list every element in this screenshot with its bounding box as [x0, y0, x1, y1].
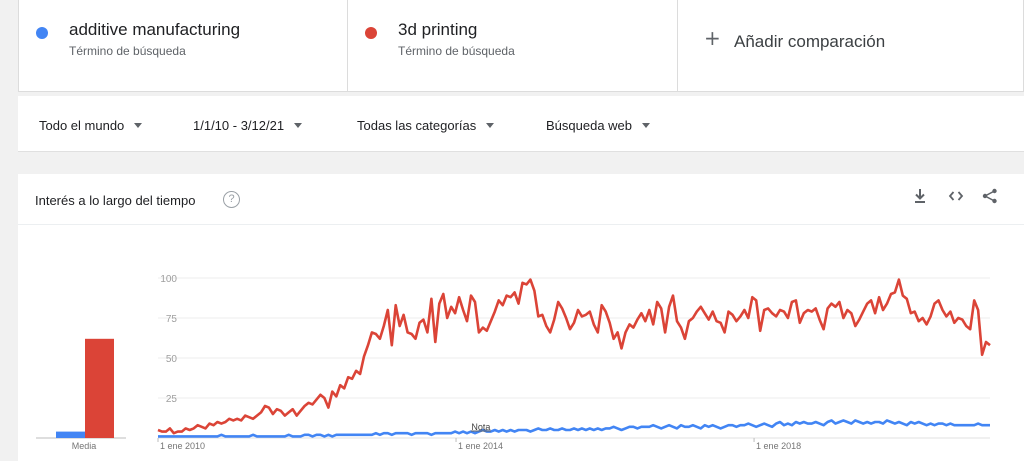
average-bar[interactable]: [85, 338, 114, 438]
caret-down-icon: [642, 123, 651, 129]
note-annotation[interactable]: Nota: [470, 422, 491, 432]
category-value: Todas las categorías: [357, 118, 477, 133]
average-bars: Media: [36, 338, 126, 451]
caret-down-icon: [134, 123, 143, 129]
x-tick-label: 1 ene 2014: [458, 441, 503, 451]
x-tick-label: 1 ene 2018: [756, 441, 801, 451]
y-tick-label: 50: [166, 354, 178, 365]
add-comparison-button[interactable]: + Añadir comparación: [678, 0, 1024, 92]
term-name: 3d printing: [398, 20, 478, 39]
comparison-terms-bar: additive manufacturing Término de búsque…: [18, 0, 1024, 92]
card-title: Interés a lo largo del tiempo: [35, 193, 196, 208]
y-tick-label: 75: [166, 314, 178, 325]
caret-down-icon: [486, 123, 495, 129]
y-tick-label: 100: [160, 274, 177, 285]
question-icon[interactable]: ?: [223, 191, 240, 208]
series-color-dot-icon: [365, 27, 377, 39]
x-tick-label: 1 ene 2010: [160, 441, 205, 451]
plus-icon: +: [704, 26, 721, 50]
x-axis-ticks: 1 ene 2010 1 ene 2014 1 ene 2018: [157, 438, 801, 451]
chart-gridlines: [158, 277, 990, 439]
interest-over-time-card: Interés a lo largo del tiempo ? Media 10…: [18, 174, 1024, 461]
term-type: Término de búsqueda: [69, 44, 186, 58]
y-tick-label: 25: [166, 394, 178, 405]
y-axis-ticks: 100 75 50 25: [160, 274, 177, 405]
term-additive-manufacturing[interactable]: additive manufacturing Término de búsque…: [18, 0, 348, 92]
average-label: Media: [72, 441, 97, 451]
share-icon[interactable]: [982, 188, 998, 208]
series-lines: [157, 278, 991, 438]
note-label[interactable]: Nota: [471, 422, 490, 432]
search-type-value: Búsqueda web: [546, 118, 633, 133]
term-name: additive manufacturing: [69, 20, 241, 39]
card-divider: [18, 224, 1024, 225]
series-line-additive-manufacturing[interactable]: [158, 419, 990, 438]
region-value: Todo el mundo: [39, 118, 125, 133]
add-comparison-label: Añadir comparación: [734, 32, 886, 51]
embed-icon[interactable]: [948, 188, 964, 208]
date-range-value: 1/1/10 - 3/12/21: [193, 118, 285, 133]
filter-bar: Todo el mundo 1/1/10 - 3/12/21 Todas las…: [18, 96, 1024, 152]
region-dropdown[interactable]: Todo el mundo: [39, 118, 143, 133]
series-color-dot-icon: [36, 27, 48, 39]
date-range-dropdown[interactable]: 1/1/10 - 3/12/21: [193, 118, 303, 133]
caret-down-icon: [294, 123, 303, 129]
category-dropdown[interactable]: Todas las categorías: [357, 118, 495, 133]
term-type: Término de búsqueda: [398, 44, 515, 58]
average-bar[interactable]: [56, 431, 85, 438]
search-type-dropdown[interactable]: Búsqueda web: [546, 118, 651, 133]
download-icon[interactable]: [913, 188, 927, 208]
series-line-3d-printing[interactable]: [157, 278, 991, 435]
term-3d-printing[interactable]: 3d printing Término de búsqueda: [348, 0, 678, 92]
